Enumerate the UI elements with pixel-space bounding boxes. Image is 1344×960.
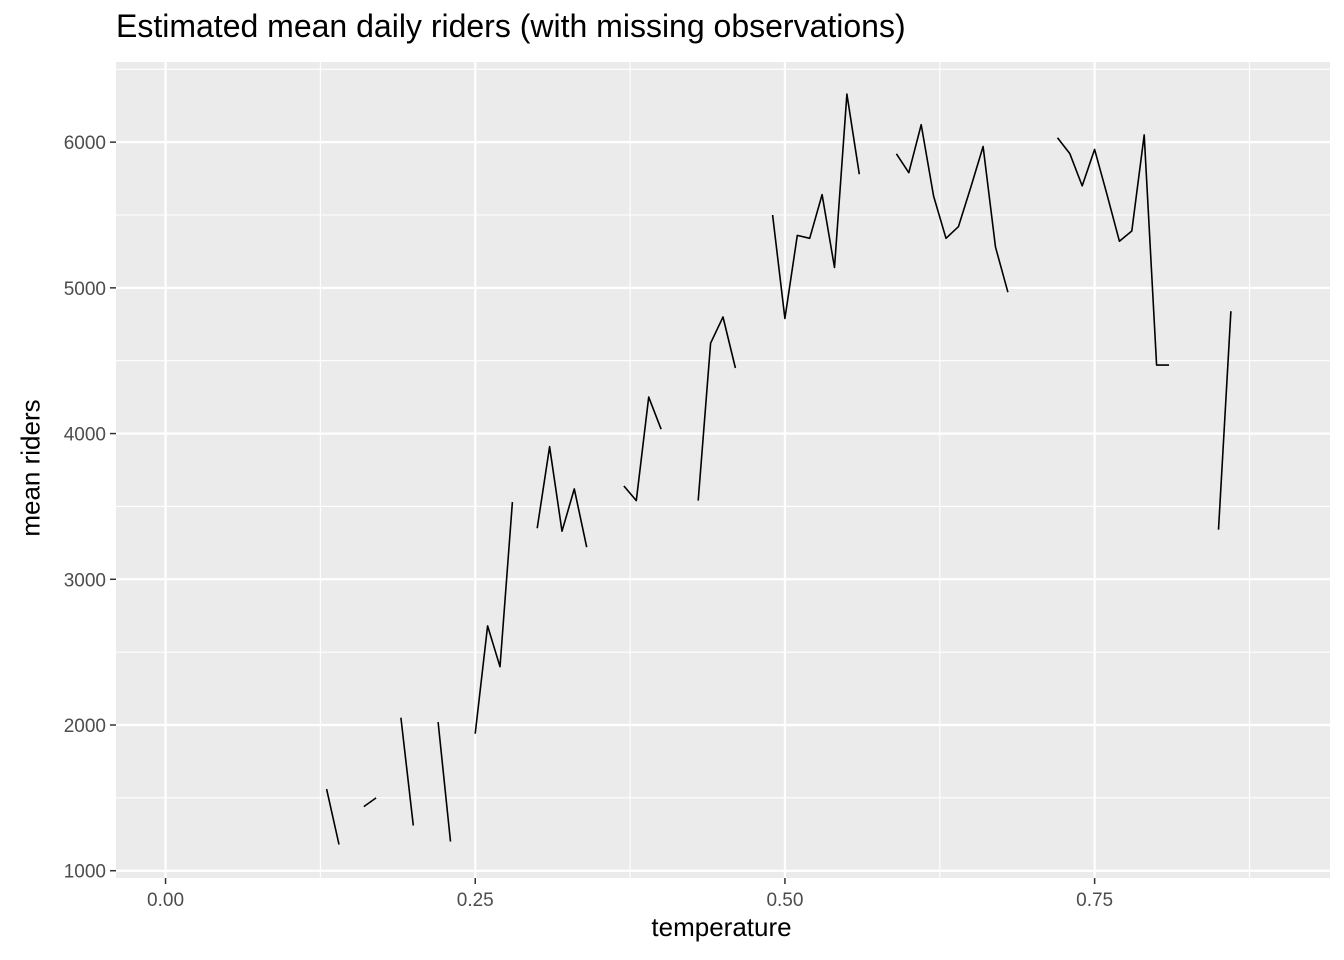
- y-tick-label: 2000: [64, 716, 106, 737]
- y-tick-label: 6000: [64, 133, 106, 154]
- y-axis-label: mean riders: [15, 399, 46, 537]
- series-line: [536, 445, 588, 548]
- series-line: [697, 316, 737, 501]
- series-line: [363, 797, 377, 808]
- series-line: [325, 788, 340, 845]
- x-axis-label: temperature: [651, 912, 792, 942]
- series-line: [771, 93, 861, 320]
- series-line: [1217, 311, 1232, 530]
- series-line: [474, 502, 514, 734]
- y-tick-label: 5000: [64, 279, 106, 300]
- y-tick-label: 3000: [64, 570, 106, 591]
- y-tick-label: 4000: [64, 425, 106, 446]
- series-line: [437, 722, 452, 842]
- x-tick-label: 0.50: [766, 890, 803, 911]
- plot-panel: [116, 62, 1330, 878]
- chart-title: Estimated mean daily riders (with missin…: [116, 8, 906, 44]
- series-line: [1056, 134, 1169, 366]
- series-line: [895, 123, 1009, 293]
- x-tick-label: 0.00: [147, 890, 184, 911]
- series-line: [400, 717, 415, 826]
- x-tick-label: 0.25: [457, 890, 494, 911]
- x-tick-label: 0.75: [1076, 890, 1113, 911]
- series-line: [623, 396, 662, 502]
- y-tick-label: 1000: [64, 862, 106, 883]
